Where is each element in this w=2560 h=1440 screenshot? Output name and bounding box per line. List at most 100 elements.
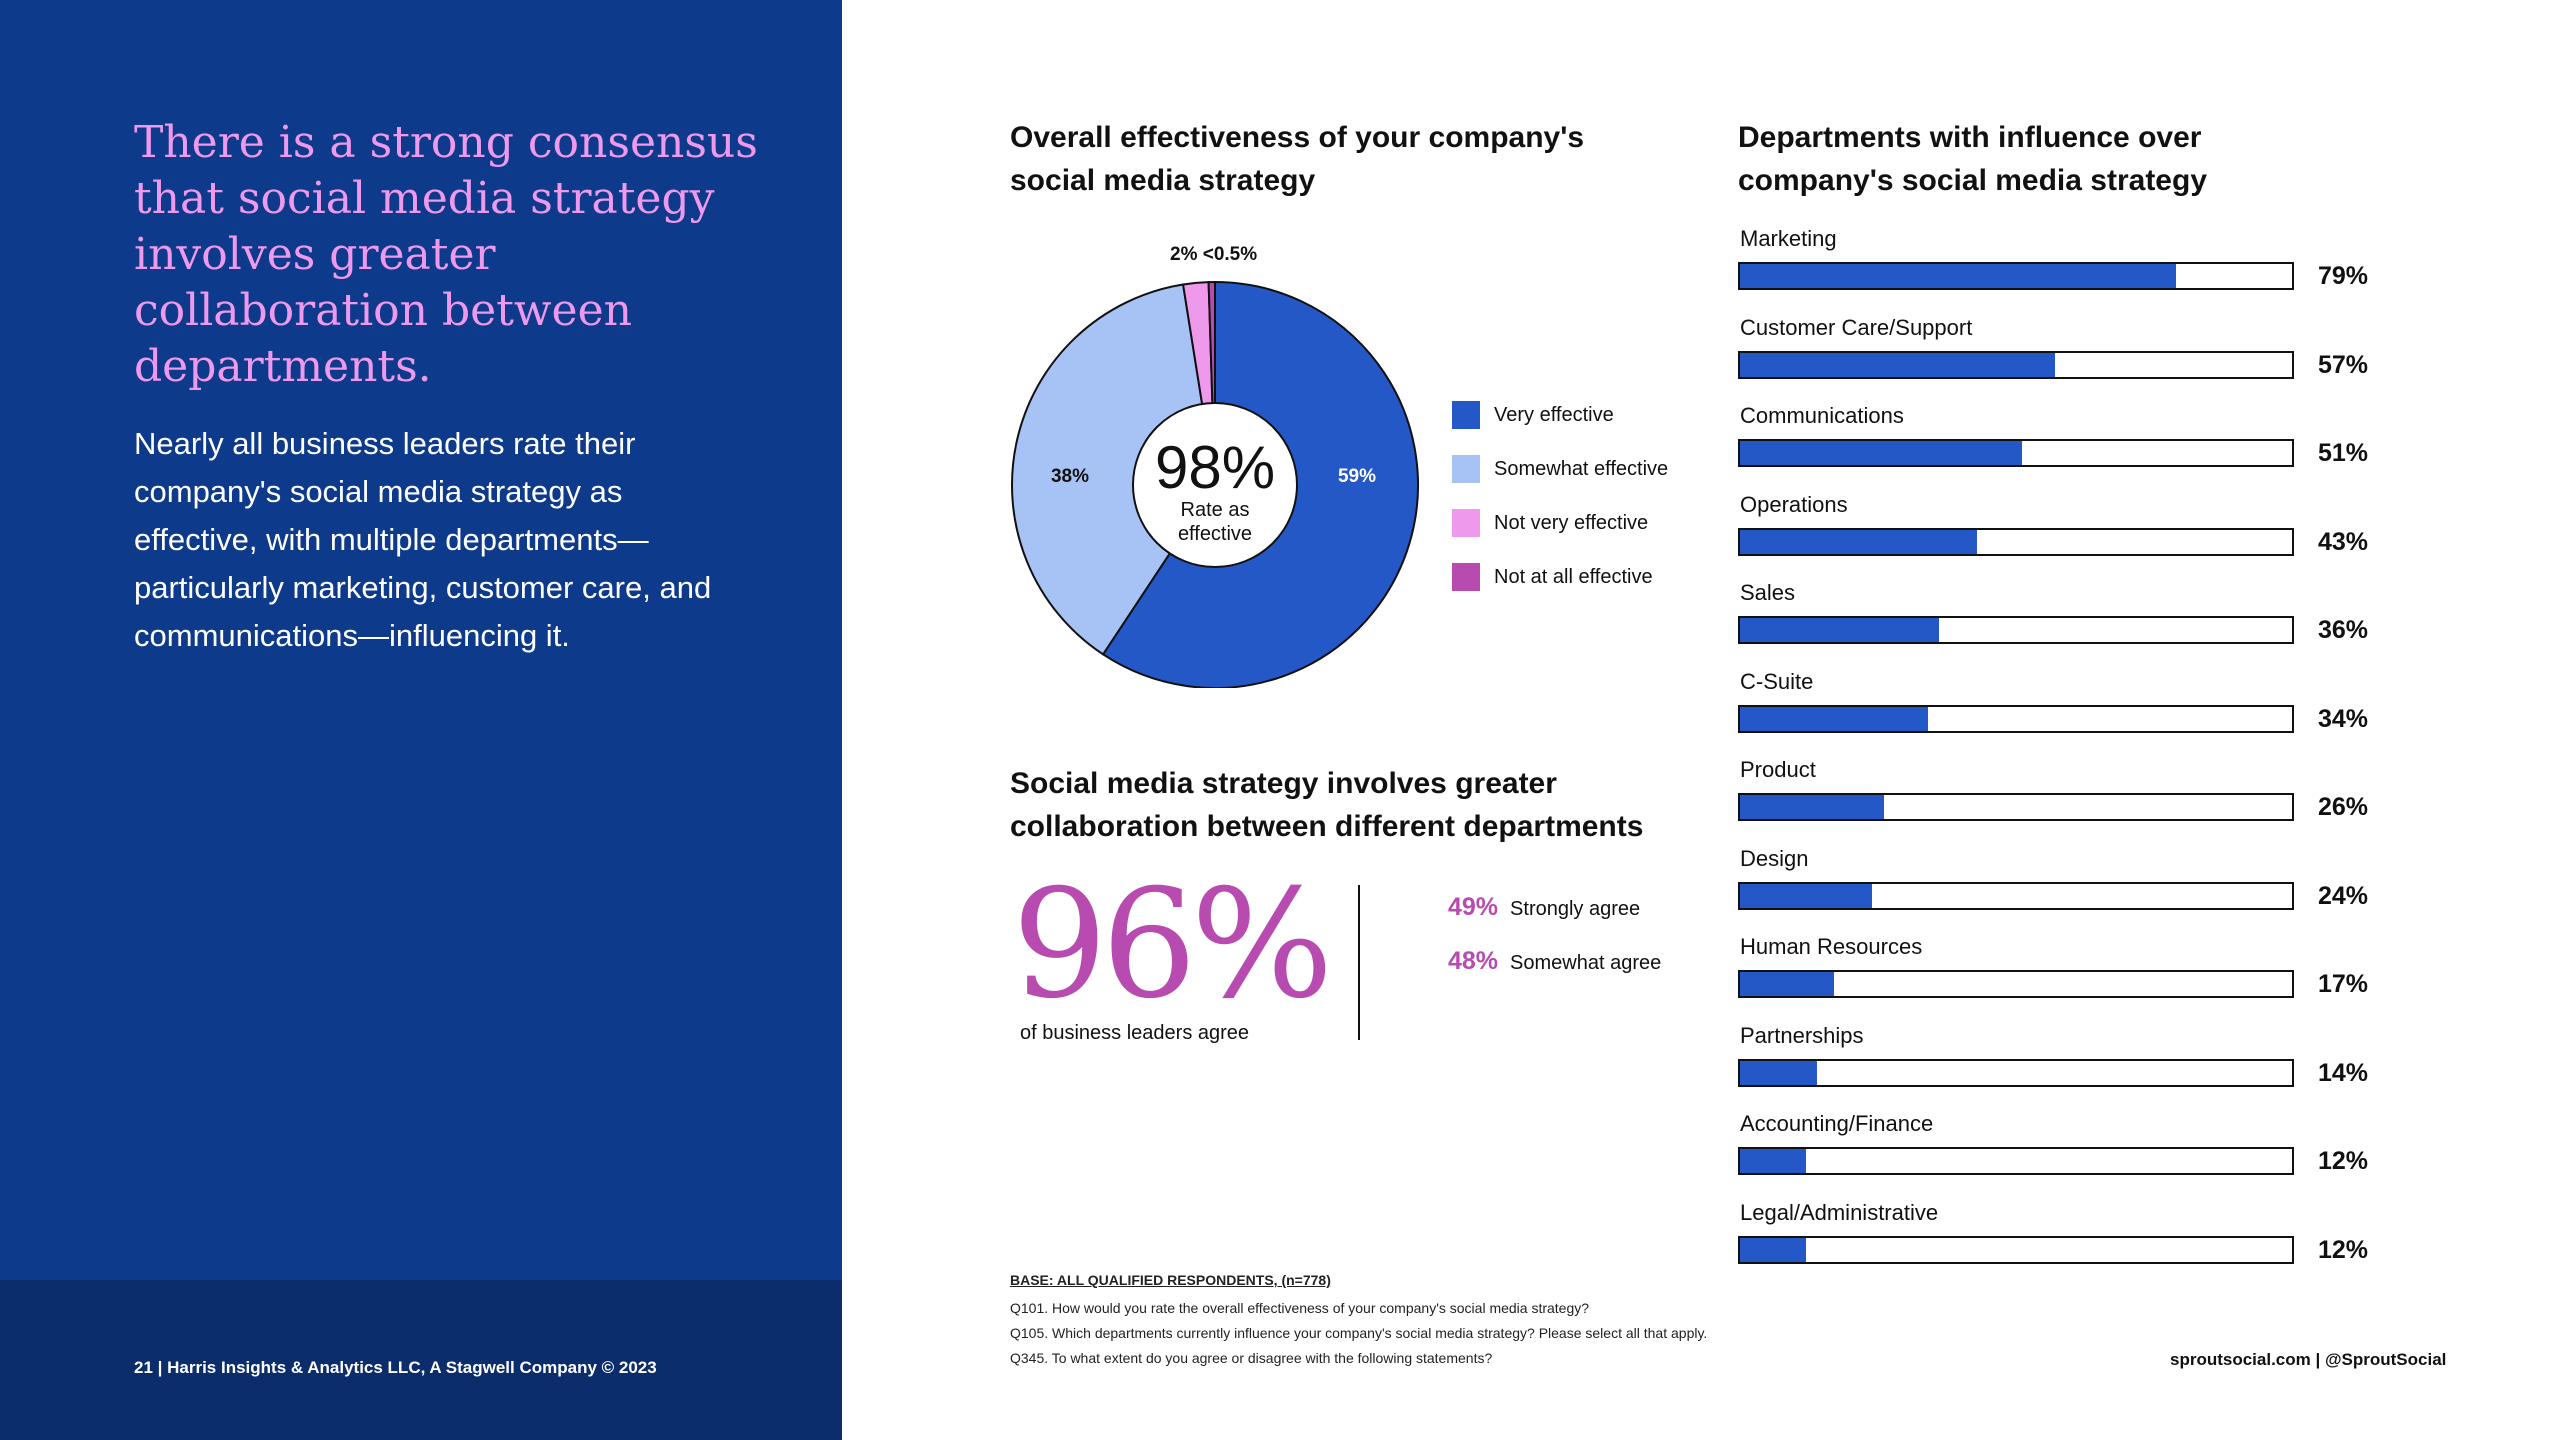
dept-bar: [1740, 264, 2177, 288]
dept-bar-track: [1738, 527, 2294, 556]
dept-bar: [1740, 795, 1884, 819]
big-stat-caption: of business leaders agree: [1020, 1022, 1250, 1044]
pie-label-very-effective: 59%: [1338, 466, 1376, 487]
dept-bar-track: [1738, 350, 2294, 379]
dept-bar: [1740, 972, 1834, 996]
strongly-agree-row: 49% Strongly agree: [1448, 893, 1640, 922]
collab-title-line1: Social media strategy involves greater: [1010, 767, 1557, 800]
legend-item: Very effective: [1452, 388, 1668, 442]
dept-row: Partnerships 14%: [1738, 1019, 2418, 1108]
dept-title-line2: company's social media strategy: [1738, 164, 2207, 197]
legend-swatch: [1452, 455, 1480, 483]
base-note: BASE: ALL QUALIFIED RESPONDENTS, (n=778): [1010, 1272, 1331, 1288]
pie-title-line1: Overall effectiveness of your company's: [1010, 121, 1585, 154]
dept-bar-track: [1738, 439, 2294, 467]
dept-section-title: Departments with influence over company'…: [1738, 116, 2207, 202]
strongly-agree-label: Strongly agree: [1510, 898, 1641, 920]
dept-value-label: 14%: [2318, 1058, 2369, 1087]
pie-center-label-2: effective: [1178, 523, 1252, 545]
dept-bar-track: [1738, 1058, 2294, 1087]
dept-bar-track: [1738, 1147, 2294, 1175]
legend-item: Somewhat effective: [1452, 442, 1668, 496]
dept-row: Legal/Administrative 12%: [1738, 1196, 2418, 1285]
pie-title-line2: social media strategy: [1010, 164, 1316, 197]
collab-section-title: Social media strategy involves greater c…: [1010, 762, 1643, 848]
dept-value-label: 79%: [2318, 262, 2369, 290]
dept-bar-track: [1738, 1235, 2294, 1264]
legend-swatch: [1452, 563, 1480, 591]
left-footer: 21 | Harris Insights & Analytics LLC, A …: [0, 1280, 842, 1440]
pie-chart: 98% Rate as effective 59% 38%: [1011, 280, 1419, 688]
somewhat-agree-row: 48% Somewhat agree: [1448, 947, 1661, 976]
page-footer-left: 21 | Harris Insights & Analytics LLC, A …: [134, 1358, 657, 1377]
dept-bar-track: [1738, 881, 2294, 910]
legend-label: Not at all effective: [1494, 565, 1653, 588]
footnote-q105: Q105. Which departments currently influe…: [1010, 1325, 1708, 1341]
dept-row: Communications 51%: [1738, 399, 2418, 488]
dept-value-label: 26%: [2318, 793, 2369, 821]
dept-bar: [1740, 1149, 1807, 1173]
dept-row: Customer Care/Support 57%: [1738, 311, 2418, 400]
dept-bar: [1740, 883, 1873, 908]
dept-label: Accounting/Finance: [1740, 1111, 1934, 1136]
legend-swatch: [1452, 401, 1480, 429]
big-stat-value: 96%: [1012, 858, 1333, 1032]
legend-item: Not at all effective: [1452, 550, 1668, 604]
dept-label: Operations: [1740, 491, 1848, 517]
legend-label: Somewhat effective: [1494, 457, 1669, 480]
dept-label: C-Suite: [1740, 668, 1814, 694]
dept-row: Operations 43%: [1738, 488, 2418, 577]
dept-bar-track: [1738, 793, 2294, 821]
legend-item: Not very effective: [1452, 496, 1668, 550]
dept-value-label: 51%: [2318, 439, 2369, 467]
dept-label: Product: [1740, 757, 1816, 782]
somewhat-agree-pct: 48%: [1448, 947, 1499, 975]
footnote-q345: Q345. To what extent do you agree or dis…: [1010, 1350, 1493, 1366]
dept-row: Marketing 79%: [1738, 222, 2418, 311]
dept-bar: [1740, 441, 2022, 465]
dept-row: Human Resources 17%: [1738, 930, 2418, 1019]
dept-label: Marketing: [1740, 226, 1837, 251]
dept-bar: [1740, 529, 1978, 554]
dept-label: Partnerships: [1740, 1022, 1864, 1048]
dept-row: Product 26%: [1738, 753, 2418, 842]
dept-label: Communications: [1740, 403, 1904, 428]
pie-section-title: Overall effectiveness of your company's …: [1010, 116, 1584, 202]
legend-label: Not very effective: [1494, 511, 1649, 534]
dept-bar: [1740, 706, 1928, 731]
somewhat-agree-label: Somewhat agree: [1510, 952, 1662, 974]
dept-bar: [1740, 618, 1939, 642]
body-text: Nearly all business leaders rate their c…: [134, 426, 712, 653]
dept-row: Design 24%: [1738, 842, 2418, 931]
dept-value-label: 36%: [2318, 616, 2369, 644]
dept-value-label: 57%: [2318, 350, 2369, 379]
dept-value-label: 24%: [2318, 881, 2369, 910]
dept-row: C-Suite 34%: [1738, 665, 2418, 754]
dept-title-line1: Departments with influence over: [1738, 121, 2202, 154]
dept-row: Sales 36%: [1738, 576, 2418, 665]
dept-bar-track: [1738, 262, 2294, 290]
dept-value-label: 12%: [2318, 1235, 2369, 1264]
footnote-q101: Q101. How would you rate the overall eff…: [1010, 1300, 1590, 1316]
stat-divider: [1358, 885, 1360, 1040]
dept-bar-track: [1738, 704, 2294, 733]
dept-label: Sales: [1740, 580, 1796, 605]
pie-center-label-1: Rate as: [1181, 499, 1250, 521]
page-footer-right: sproutsocial.com | @SproutSocial: [2170, 1350, 2447, 1369]
dept-value-label: 34%: [2318, 704, 2369, 733]
pie-label-small: 2% <0.5%: [1170, 244, 1258, 265]
dept-bar-track: [1738, 616, 2294, 644]
dept-label: Design: [1740, 845, 1809, 871]
strongly-agree-pct: 49%: [1448, 893, 1499, 921]
dept-label: Human Resources: [1740, 934, 1923, 959]
dept-value-label: 12%: [2318, 1147, 2369, 1175]
legend-swatch: [1452, 509, 1480, 537]
dept-label: Legal/Administrative: [1740, 1199, 1939, 1225]
pie-slice-somewhat-effective: [1011, 283, 1217, 656]
pie-center-value: 98%: [1155, 434, 1275, 501]
headline: There is a strong consensus that social …: [134, 117, 758, 392]
pie-legend: Very effective Somewhat effective Not very…: [1452, 388, 1668, 604]
pie-center-circle: [1132, 402, 1298, 568]
dept-bar-track: [1738, 970, 2294, 998]
dept-value-label: 17%: [2318, 970, 2369, 998]
